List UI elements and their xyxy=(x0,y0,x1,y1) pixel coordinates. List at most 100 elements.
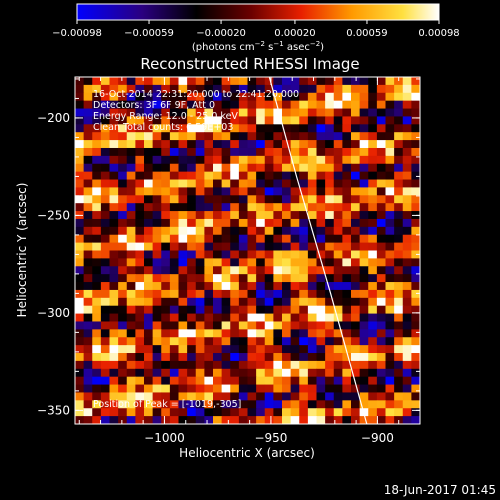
heatmap-cell xyxy=(195,140,205,149)
heatmap-cell xyxy=(238,116,249,125)
heatmap-cell xyxy=(75,250,85,259)
heatmap-cell xyxy=(376,124,387,133)
annotation-peak: Position of Peak = [-1019,-305] xyxy=(93,399,241,410)
heatmap-cell xyxy=(195,211,205,220)
heatmap-cell xyxy=(256,242,266,251)
heatmap-cell xyxy=(213,92,223,102)
heatmap-cell xyxy=(307,337,318,346)
heatmap-cell xyxy=(118,368,128,378)
heatmap-cell xyxy=(299,313,309,322)
heatmap-cell xyxy=(109,368,119,378)
heatmap-cell xyxy=(109,392,119,401)
heatmap-cell xyxy=(316,313,326,322)
heatmap-cell xyxy=(100,289,111,299)
heatmap-cell xyxy=(394,132,404,141)
heatmap-cell xyxy=(342,242,352,251)
heatmap-cell xyxy=(178,345,188,354)
heatmap-cell xyxy=(109,345,119,354)
heatmap-cell xyxy=(187,116,197,125)
heatmap-cell xyxy=(118,77,128,86)
heatmap-cell xyxy=(92,171,102,181)
heatmap-cell xyxy=(256,289,266,299)
heatmap-cell xyxy=(351,360,361,370)
colorbar-tick-label: −0.00059 xyxy=(124,28,174,39)
heatmap-cell xyxy=(144,242,154,251)
heatmap-cell xyxy=(290,155,300,165)
heatmap-cell xyxy=(135,360,145,370)
heatmap-cell xyxy=(282,274,292,283)
heatmap-cell xyxy=(152,337,162,346)
heatmap-cell xyxy=(83,132,93,141)
heatmap-cell xyxy=(161,179,171,188)
heatmap-cell xyxy=(402,116,412,125)
heatmap-cell xyxy=(385,203,395,212)
heatmap-cell xyxy=(230,384,240,393)
heatmap-cell xyxy=(161,211,171,220)
heatmap-cell xyxy=(307,250,318,259)
heatmap-cell xyxy=(144,266,154,275)
heatmap-cell xyxy=(264,179,274,188)
heatmap-cell xyxy=(385,353,395,362)
heatmap-cell xyxy=(247,171,257,181)
heatmap-cell xyxy=(333,250,343,259)
heatmap-cell xyxy=(333,376,343,386)
heatmap-cell xyxy=(213,195,223,204)
heatmap-cell xyxy=(118,179,128,188)
heatmap-cell xyxy=(100,313,111,322)
heatmap-cell xyxy=(316,92,326,102)
heatmap-cell xyxy=(75,242,85,251)
heatmap-cell xyxy=(213,392,223,401)
heatmap-cell xyxy=(161,305,171,315)
heatmap-cell xyxy=(126,392,136,401)
heatmap-cell xyxy=(152,92,162,102)
heatmap-cell xyxy=(169,242,180,251)
heatmap-cell xyxy=(230,203,240,212)
heatmap-cell xyxy=(316,108,326,117)
heatmap-cell xyxy=(342,258,352,267)
heatmap-cell xyxy=(376,171,387,181)
heatmap-cell xyxy=(247,84,257,94)
heatmap-cell xyxy=(204,392,214,401)
heatmap-cell xyxy=(351,384,361,393)
heatmap-cell xyxy=(144,226,154,236)
heatmap-cell xyxy=(247,163,257,173)
heatmap-cell xyxy=(118,234,128,244)
heatmap-cell xyxy=(152,155,162,165)
heatmap-cell xyxy=(299,353,309,362)
heatmap-cell xyxy=(83,313,93,322)
heatmap-cell xyxy=(109,195,119,204)
heatmap-cell xyxy=(169,368,180,378)
heatmap-cell xyxy=(100,195,111,204)
heatmap-cell xyxy=(221,400,231,409)
heatmap-cell xyxy=(178,376,188,386)
heatmap-cell xyxy=(376,274,387,283)
heatmap-cell xyxy=(256,218,266,228)
heatmap-cell xyxy=(402,195,412,204)
heatmap-cell xyxy=(282,400,292,409)
heatmap-cell xyxy=(100,345,111,354)
heatmap-cell xyxy=(195,360,205,370)
heatmap-cell xyxy=(333,147,343,157)
heatmap-cell xyxy=(307,242,318,251)
heatmap-cell xyxy=(359,211,369,220)
heatmap-cell xyxy=(75,195,85,204)
heatmap-cell xyxy=(100,84,111,94)
heatmap-cell xyxy=(100,305,111,315)
heatmap-cell xyxy=(299,305,309,315)
heatmap-cell xyxy=(109,329,119,338)
heatmap-cell xyxy=(152,84,162,94)
heatmap-cell xyxy=(144,400,154,409)
heatmap-cell xyxy=(359,282,369,291)
heatmap-cell xyxy=(299,360,309,370)
heatmap-cell xyxy=(100,274,111,283)
heatmap-cell xyxy=(402,100,412,110)
heatmap-cell xyxy=(195,250,205,259)
heatmap-cell xyxy=(307,274,318,283)
heatmap-cell xyxy=(256,360,266,370)
heatmap-cell xyxy=(152,100,162,110)
heatmap-cell xyxy=(351,163,361,173)
heatmap-cell xyxy=(316,416,326,424)
heatmap-cell xyxy=(394,384,404,393)
heatmap-cell xyxy=(316,100,326,110)
heatmap-cell xyxy=(221,242,231,251)
